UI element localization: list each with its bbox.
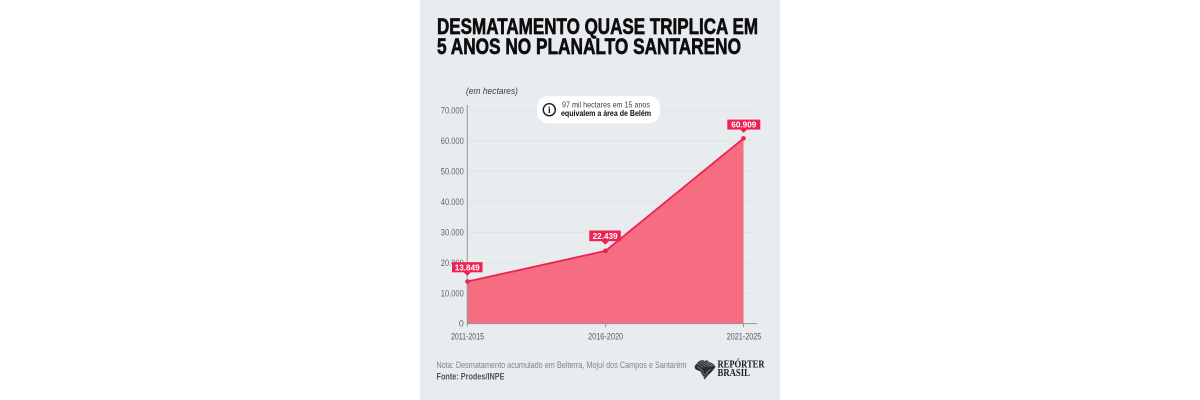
svg-text:REPÓRTER: REPÓRTER bbox=[718, 359, 766, 371]
svg-text:30.000: 30.000 bbox=[441, 227, 464, 237]
svg-text:60.000: 60.000 bbox=[441, 136, 464, 146]
svg-text:(em hectares): (em hectares) bbox=[466, 86, 518, 97]
svg-text:2016-2020: 2016-2020 bbox=[588, 331, 623, 342]
svg-text:70.000: 70.000 bbox=[441, 105, 464, 115]
svg-text:equivalem a área de Belém: equivalem a área de Belém bbox=[561, 109, 651, 118]
svg-text:22.439: 22.439 bbox=[593, 231, 618, 241]
svg-text:Nota: Desmatamento acumulado e: Nota: Desmatamento acumulado em Belterra… bbox=[437, 360, 687, 370]
svg-text:Fonte: Prodes/INPE: Fonte: Prodes/INPE bbox=[437, 372, 505, 382]
svg-text:97 mil hectares em 15 anos: 97 mil hectares em 15 anos bbox=[562, 101, 650, 110]
svg-text:10.000: 10.000 bbox=[441, 288, 464, 298]
svg-text:5 ANOS NO PLANALTO SANTARENO: 5 ANOS NO PLANALTO SANTARENO bbox=[437, 34, 741, 59]
svg-text:50.000: 50.000 bbox=[441, 166, 464, 176]
svg-text:2011-2015: 2011-2015 bbox=[451, 331, 484, 342]
svg-text:BRASIL: BRASIL bbox=[718, 368, 751, 379]
svg-text:0: 0 bbox=[459, 319, 464, 329]
svg-text:40.000: 40.000 bbox=[441, 197, 464, 207]
svg-text:60.909: 60.909 bbox=[731, 120, 756, 130]
svg-text:13.849: 13.849 bbox=[455, 262, 480, 272]
svg-text:DESMATAMENTO QUASE TRIPLICA EM: DESMATAMENTO QUASE TRIPLICA EM bbox=[437, 14, 758, 39]
svg-text:i: i bbox=[548, 106, 551, 116]
svg-text:2021-2025: 2021-2025 bbox=[727, 331, 762, 342]
